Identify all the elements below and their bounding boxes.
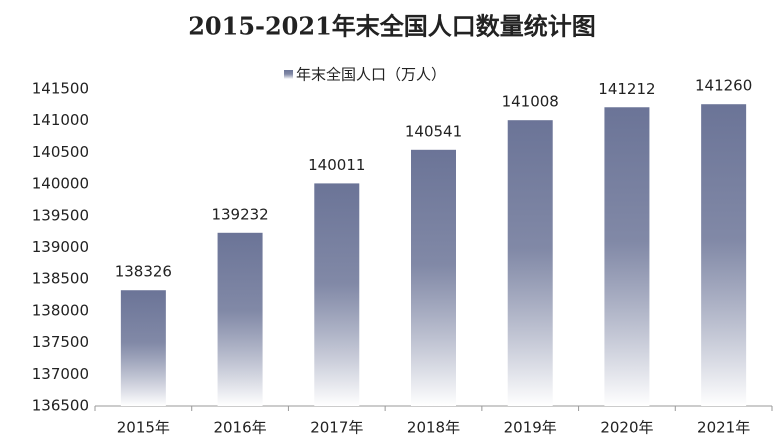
y-tick-label: 141000 [32,111,89,129]
bar [120,290,166,406]
legend-swatch [284,70,293,79]
x-tick-label: 2021年 [697,419,750,437]
x-tick-label: 2018年 [407,419,460,437]
data-label: 141260 [695,77,752,95]
bar [604,107,650,406]
x-tick-label: 2019年 [504,419,557,437]
y-tick-label: 137500 [32,333,89,351]
bar [314,183,360,406]
bar [217,232,263,406]
legend-label: 年末全国人口（万人） [296,66,446,84]
x-tick-label: 2016年 [213,419,266,437]
y-tick-label: 138000 [32,301,89,319]
bar [411,149,456,406]
bar [701,104,747,406]
chart-title: 2015-2021年末全国人口数量统计图 [188,12,596,41]
y-tick-label: 137000 [32,365,89,383]
y-tick-label: 141500 [32,80,89,98]
data-label: 140541 [405,122,462,140]
y-tick-label: 136500 [32,397,89,415]
bar [507,120,553,406]
data-label: 140011 [308,156,365,174]
x-tick-label: 2015年 [117,419,170,437]
x-tick-label: 2017年 [310,419,363,437]
y-tick-label: 140500 [32,143,89,161]
y-tick-label: 138500 [32,270,89,288]
x-tick-label: 2020年 [600,419,653,437]
data-label: 139232 [211,205,268,223]
y-tick-label: 139000 [32,238,89,256]
data-label: 141008 [502,93,559,111]
y-tick-label: 139500 [32,206,89,224]
data-label: 141212 [598,80,655,98]
y-tick-label: 140000 [32,175,89,193]
data-label: 138326 [115,263,172,281]
